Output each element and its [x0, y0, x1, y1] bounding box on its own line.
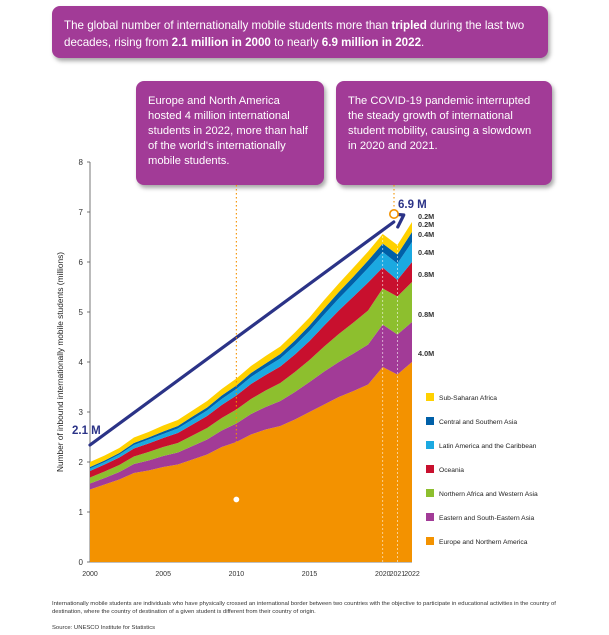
legend-swatch	[426, 537, 434, 545]
area-series-2	[90, 282, 412, 484]
headline-text-1: The global number of internationally mob…	[64, 19, 392, 32]
headline-text-2: during the last two decades, rising from	[64, 19, 525, 50]
y-tick-label: 1	[79, 508, 84, 517]
end-value-label: 0.8M	[418, 270, 434, 279]
x-tick-label: 2000	[82, 571, 98, 578]
footnote: Internationally mobile students are indi…	[52, 601, 556, 615]
legend-label: Oceania	[439, 467, 464, 474]
headline-emphasis-start: 2.1 million in 2000	[171, 36, 271, 50]
legend-swatch	[426, 489, 434, 497]
headline-emphasis-end: 6.9 million in 2022	[321, 36, 422, 50]
headline-text-4: .	[421, 36, 425, 50]
y-tick-label: 8	[79, 158, 84, 167]
x-tick-label: 2022	[404, 571, 420, 578]
start-value-label: 2.1 M	[72, 425, 101, 437]
legend-swatch	[426, 393, 434, 401]
headline-callout: The global number of internationally mob…	[52, 6, 548, 58]
area-series-4	[90, 242, 412, 471]
area-series-3	[90, 262, 412, 478]
legend-label: Northern Africa and Western Asia	[439, 491, 538, 498]
legend-label: Latin America and the Caribbean	[439, 443, 537, 450]
end-value-label: 0.2M	[418, 212, 434, 221]
europe-callout-text: Europe and North America hosted 4 millio…	[148, 95, 308, 168]
legend-swatch	[426, 441, 434, 449]
end-value-label: 0.4M	[418, 248, 434, 257]
y-tick-label: 6	[79, 258, 84, 267]
y-tick-label: 2	[79, 458, 84, 467]
covid-callout-text: The COVID-19 pandemic interrupted the st…	[348, 95, 532, 153]
y-tick-label: 0	[79, 558, 84, 567]
headline-emphasis-tripled: tripled	[391, 19, 427, 32]
covid-marker	[388, 209, 399, 220]
europe-marker	[232, 495, 241, 504]
y-tick-label: 5	[79, 308, 84, 317]
headline-text-3: to nearly	[270, 36, 322, 50]
legend-swatch	[426, 513, 434, 521]
legend-swatch	[426, 465, 434, 473]
legend-swatch	[426, 417, 434, 425]
end-value-label: 0.8M	[418, 310, 434, 319]
stacked-area-chart: 0 1 2 3 4 5 6 7 8 2000 2005 2010 2015 2020 2021 2022 Num…	[55, 158, 538, 578]
legend-label: Eastern and South-Eastern Asia	[439, 515, 534, 522]
legend-label: Europe and Northern America	[439, 539, 528, 546]
area-series-1	[90, 322, 412, 490]
x-tick-label: 2020	[375, 571, 391, 578]
y-axis-label: Number of inbound internationally mobile…	[55, 252, 65, 472]
europe-callout: Europe and North America hosted 4 millio…	[136, 81, 324, 185]
end-value-label: 4.0M	[418, 349, 434, 358]
end-value-label: 0.4M	[418, 230, 434, 239]
y-tick-label: 3	[79, 408, 84, 417]
legend-label: Central and Southern Asia	[439, 419, 517, 426]
growth-arrow-line	[88, 220, 396, 447]
area-series-0	[90, 362, 412, 562]
covid-callout: The COVID-19 pandemic interrupted the st…	[336, 81, 552, 185]
y-tick-label: 4	[79, 358, 84, 367]
y-tick-label: 7	[79, 208, 84, 217]
x-tick-label: 2010	[229, 571, 245, 578]
source-note: Source: UNESCO Institute for Statistics	[52, 625, 156, 631]
x-tick-label: 2015	[302, 571, 318, 578]
end-value-label: 0.2M	[418, 220, 434, 229]
x-tick-label: 2021	[390, 571, 406, 578]
legend-label: Sub-Saharan Africa	[439, 395, 497, 402]
x-tick-label: 2005	[155, 571, 171, 578]
end-value-label-total: 6.9 M	[398, 199, 427, 211]
area-series-6	[90, 222, 412, 467]
